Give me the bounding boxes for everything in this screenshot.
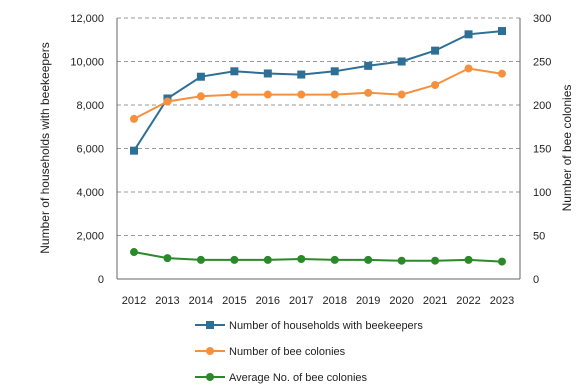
y-left-tick-label: 0 [98,274,104,286]
data-point [263,255,272,264]
x-tick-label: 2018 [322,295,346,307]
data-point [163,97,172,106]
x-tick-label: 2020 [389,295,413,307]
series-layer [130,27,506,266]
data-point [130,248,138,257]
x-tick-label: 2014 [189,295,213,307]
data-point [196,255,205,264]
legend-label: Number of bee colonies [229,346,346,358]
data-point [330,90,339,99]
data-point [230,255,239,264]
y-right-tick-label: 250 [533,57,551,69]
y-left-tick-label: 6,000 [76,144,104,156]
legend-label: Average No. of bee colonies [229,372,367,384]
x-tick-label: 2016 [256,295,280,307]
legend-item: Average No. of bee colonies [195,372,367,384]
data-point [397,90,406,99]
x-tick-label: 2013 [155,295,179,307]
series-2 [130,64,506,123]
data-point [330,67,339,76]
data-point [297,90,306,99]
y-right-tick-label: 100 [533,187,551,199]
data-point [364,61,373,70]
legend-swatch-marker [206,347,214,355]
legend-swatch-marker [206,321,214,329]
x-tick-label: 2012 [122,295,146,307]
data-point [297,254,306,263]
data-point [196,92,205,101]
data-point [196,72,205,81]
data-point [297,70,306,79]
series-3 [130,248,506,266]
data-point [397,57,406,66]
data-point [130,146,138,155]
y-left-tick-label: 2,000 [76,231,104,243]
x-tick-label: 2017 [289,295,313,307]
legend-item: Number of bee colonies [195,346,346,358]
data-point [464,255,473,264]
data-point [263,90,272,99]
x-tick-label: 2022 [456,295,480,307]
data-point [431,46,440,55]
data-point [163,254,172,263]
legend-swatch-marker [206,373,214,381]
data-point [464,30,473,39]
x-tick-label: 2023 [490,295,514,307]
data-point [498,27,506,36]
series-line [133,67,503,120]
data-point [498,257,506,266]
y-right-tick-label: 200 [533,100,551,112]
y-right-tick-label: 150 [533,144,551,156]
y-right-tick-label: 0 [533,274,539,286]
series-1 [130,27,506,155]
data-point [263,69,272,78]
data-point [364,255,373,264]
y-right-tick-label: 300 [533,13,551,25]
y-left-tick-label: 8,000 [76,100,104,112]
x-tick-label: 2019 [356,295,380,307]
data-point [431,256,440,265]
data-point [130,114,138,123]
data-point [464,64,473,73]
y-axis-left-title: Number of households with beekeepers [38,42,52,253]
y-left-tick-label: 4,000 [76,187,104,199]
data-point [397,256,406,265]
y-right-tick-label: 50 [533,231,545,243]
legend: Number of households with beekeepers Numb… [195,320,423,384]
series-line [133,30,503,152]
y-left-tick-label: 12,000 [70,13,104,25]
y-right-ticks: 0 50 100 150 200 250 300 [533,13,551,286]
data-point [230,90,239,99]
legend-item: Number of households with beekeepers [195,320,423,332]
gridlines [117,17,520,236]
data-point [364,88,373,97]
data-point [498,69,506,78]
data-point [330,255,339,264]
y-axis-right-title: Number of bee colonies [560,85,574,212]
x-tick-label: 2021 [423,295,447,307]
data-point [431,80,440,89]
series-line [133,251,503,263]
x-tick-label: 2015 [222,295,246,307]
legend-label: Number of households with beekeepers [229,320,423,332]
y-left-ticks: 0 2,000 4,000 6,000 8,000 10,000 12,000 [70,13,104,286]
y-left-tick-label: 10,000 [70,57,104,69]
x-ticks: 2012 2013 2014 2015 2016 2017 2018 2019 2020 2021… [122,295,514,307]
data-point [230,67,239,76]
